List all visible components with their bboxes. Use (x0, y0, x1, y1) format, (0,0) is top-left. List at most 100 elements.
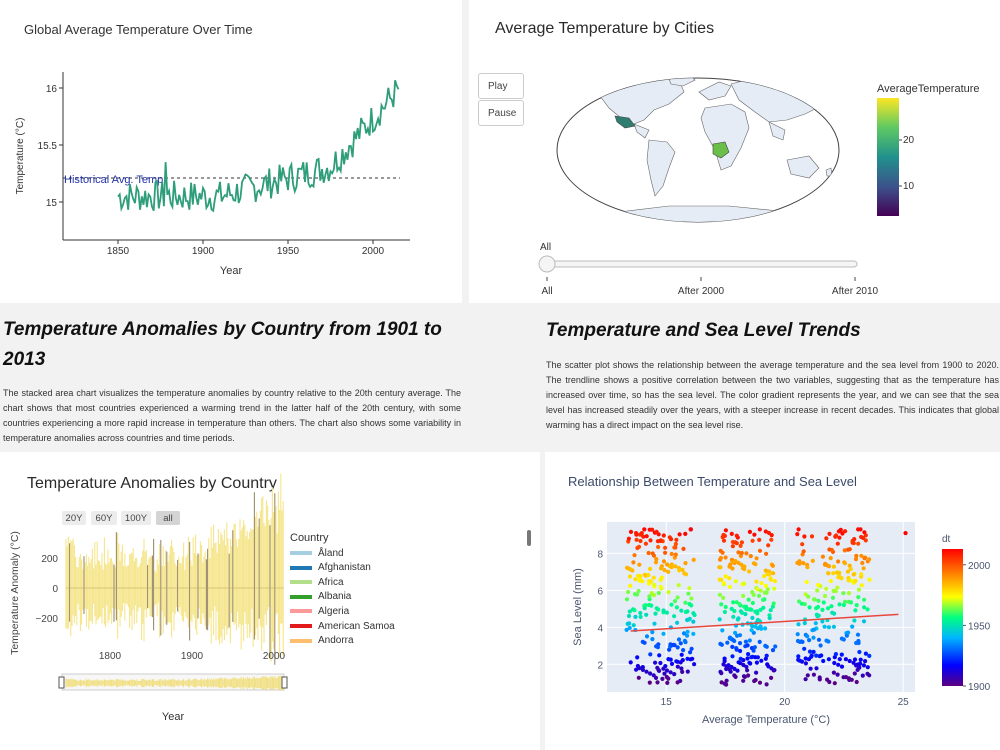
legend-label: Åland (318, 547, 344, 559)
scatter-point (730, 644, 735, 649)
scatter-point (802, 534, 807, 539)
scatter-point (766, 543, 771, 548)
scatter-point (757, 527, 762, 532)
anomaly-ytick-neg200: −200 (35, 614, 58, 625)
scatter-point (762, 574, 767, 579)
scatter-point (842, 548, 847, 553)
legend-item[interactable]: Afghanistan (290, 561, 371, 575)
scatter-point (723, 604, 728, 610)
range-button-20y[interactable]: 20Y (62, 511, 86, 525)
scatter-point (664, 668, 670, 673)
scatter-point (725, 666, 730, 671)
scatter-point (648, 671, 653, 676)
scatter-point (738, 648, 743, 654)
anomaly-chart[interactable]: 200 0 −200 1800 1900 2000 Temperature An… (0, 452, 540, 750)
scatter-point (664, 674, 669, 680)
scatter-point (644, 634, 650, 639)
scatter-point (858, 527, 863, 532)
scatter-point (721, 581, 726, 586)
slider-current-label: All (540, 242, 551, 253)
scatter-point (796, 622, 801, 627)
anomaly-ylabel: Temperature Anomaly (°C) (9, 531, 21, 655)
scatter-point (681, 631, 687, 636)
legend-item[interactable]: Africa (290, 575, 344, 589)
scatter-point (754, 670, 759, 675)
scatter-point (650, 637, 655, 642)
world-map[interactable]: AverageTemperature 20 10 All All After 2… (469, 0, 1000, 303)
slider-tick-2000[interactable]: After 2000 (678, 286, 725, 297)
scatter-point (683, 600, 688, 605)
legend-item[interactable]: Åland (290, 546, 344, 560)
scatter-point (687, 586, 692, 591)
scatter-point (656, 668, 661, 673)
legend-item[interactable]: Algeria (290, 604, 349, 618)
range-button-all[interactable]: all (156, 511, 180, 525)
scatter-points (624, 527, 908, 687)
scatter-point (852, 657, 858, 662)
legend-label: American Samoa (318, 620, 395, 632)
scatter-point (638, 614, 643, 619)
scatter-point (649, 591, 654, 596)
scatter-chart[interactable]: 15 20 25 2 4 6 8 Average Temperature (°C) Sea … (545, 452, 1000, 750)
scatter-point (867, 557, 872, 562)
slider-handle[interactable] (538, 255, 556, 273)
scatter-point (803, 661, 808, 666)
scatter-point (651, 575, 656, 580)
slider-tick-all[interactable]: All (541, 286, 552, 297)
range-slider-left-handle[interactable] (58, 676, 65, 689)
scatter-point (628, 583, 633, 588)
legend-label: Andorra (318, 635, 354, 647)
slider-rail[interactable] (543, 260, 858, 268)
map-highlight-congo[interactable] (712, 141, 730, 159)
legend-scrollbar[interactable] (527, 530, 531, 546)
scatter-point (738, 543, 743, 548)
scatter-point (644, 534, 649, 539)
scatter-point (654, 606, 659, 611)
scatter-point (640, 639, 645, 644)
scatter-point (731, 600, 736, 605)
scatter-point (827, 531, 832, 536)
legend-item[interactable]: Andorra (290, 634, 354, 648)
scatter-point (865, 671, 870, 676)
scatter-point (718, 565, 723, 570)
scatter-point (852, 671, 857, 676)
scatter-point (679, 666, 684, 671)
scatter-point (797, 658, 802, 663)
legend-swatch (290, 638, 312, 643)
scatter-point (814, 612, 819, 617)
scatter-point (767, 613, 772, 618)
legend-swatch (290, 580, 312, 585)
scatter-point (723, 528, 728, 533)
scatter-point (820, 619, 825, 624)
scatter-point (861, 619, 867, 624)
legend-item[interactable]: American Samoa (290, 619, 395, 633)
anomalies-section-title: Temperature Anomalies by Country from 19… (3, 319, 442, 370)
scatter-point (721, 538, 727, 543)
play-button[interactable]: Play (478, 73, 524, 99)
scatter-point (747, 569, 752, 574)
anomaly-xtick-1800: 1800 (99, 651, 122, 662)
scatter-point (821, 600, 826, 605)
legend-item[interactable]: Albania (290, 590, 351, 604)
range-button-100y[interactable]: 100Y (121, 511, 151, 525)
scatter-point (727, 576, 732, 581)
scatter-point (757, 593, 762, 598)
range-button-60y[interactable]: 60Y (91, 511, 117, 525)
scatter-point (750, 615, 755, 620)
scatter-point (822, 593, 828, 599)
scatter-point (631, 623, 636, 628)
slider-tick-2010[interactable]: After 2010 (832, 286, 879, 297)
pause-button[interactable]: Pause (478, 100, 524, 126)
scatter-point (853, 557, 859, 562)
global-ytick: 16 (46, 84, 58, 95)
scatter-ytick: 6 (597, 586, 603, 597)
scatter-point (809, 653, 814, 658)
scatter-ytick: 2 (597, 660, 603, 671)
scatter-point (667, 564, 672, 569)
scatter-point (752, 645, 757, 650)
scatter-ytick: 8 (597, 549, 603, 560)
map-highlight-mexico[interactable] (614, 115, 636, 129)
scatter-point (747, 660, 752, 665)
range-slider-right-handle[interactable] (281, 676, 288, 689)
scatter-point (758, 607, 763, 612)
